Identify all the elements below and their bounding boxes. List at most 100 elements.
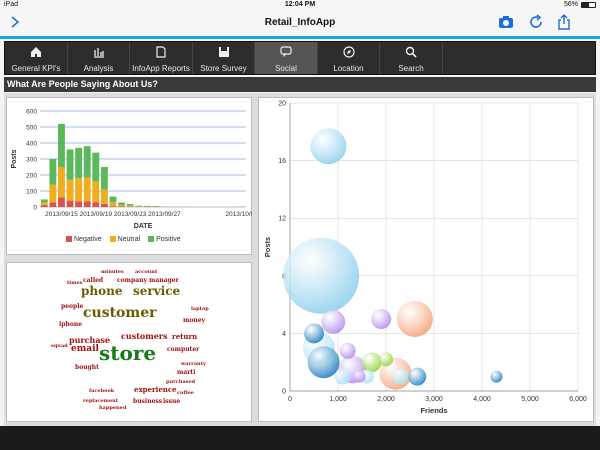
tab-search[interactable]: Search (380, 42, 443, 74)
bar-positive[interactable] (118, 202, 125, 205)
y-tick-label: 0 (33, 205, 37, 212)
word-cloud-term[interactable]: facebook (89, 388, 115, 394)
back-icon[interactable] (10, 16, 20, 28)
tab-store-survey[interactable]: Store Survey (193, 42, 255, 74)
camera-icon[interactable] (498, 14, 514, 30)
word-cloud-term[interactable]: laptop (191, 306, 209, 312)
bubble-point[interactable] (379, 352, 393, 367)
bar-positive[interactable] (92, 152, 100, 182)
word-cloud-term[interactable]: business (133, 398, 163, 405)
bubble-point[interactable] (392, 368, 409, 385)
bubble-point[interactable] (310, 128, 347, 165)
accent-line (0, 36, 600, 39)
word-cloud-term[interactable]: purchase (69, 335, 111, 345)
word-cloud-term[interactable]: iphone (59, 321, 83, 328)
word-cloud-term[interactable]: called (83, 277, 104, 284)
bar-positive[interactable] (83, 146, 91, 178)
bubble-point[interactable] (396, 301, 433, 337)
bar-positive[interactable] (49, 159, 57, 185)
word-cloud-term[interactable]: store (99, 341, 157, 365)
bar-negative[interactable] (49, 202, 57, 207)
word-cloud-term[interactable]: coffee (177, 390, 194, 396)
tab-analysis[interactable]: Analysis (68, 42, 130, 74)
word-cloud-term[interactable]: customers (121, 331, 168, 341)
word-cloud-term[interactable]: email (71, 344, 99, 354)
word-cloud-term[interactable]: times (67, 280, 83, 286)
bubble-point[interactable] (371, 309, 392, 329)
bar-neutral[interactable] (109, 202, 117, 207)
bubble-point[interactable] (307, 346, 340, 379)
word-cloud-term[interactable]: experience (134, 385, 177, 394)
bar-chart-legend: Negative Neutral Positive (60, 236, 181, 243)
bubble-point[interactable] (361, 352, 382, 373)
word-cloud-term[interactable]: happened (99, 405, 127, 411)
word-cloud-term[interactable]: return (172, 332, 198, 341)
bar-positive[interactable] (109, 196, 117, 203)
word-cloud-term[interactable]: people (61, 303, 84, 310)
bar-neutral[interactable] (66, 179, 74, 201)
bar-chart-icon (93, 48, 104, 58)
word-cloud-term[interactable]: company (117, 277, 147, 284)
bubble-point[interactable] (283, 237, 360, 314)
bar-neutral[interactable] (92, 181, 100, 203)
word-cloud-term[interactable]: warranty (181, 361, 206, 367)
word-cloud-term[interactable]: phone (81, 284, 123, 298)
bar-negative[interactable] (40, 205, 48, 207)
word-cloud-term[interactable]: purchased (166, 379, 196, 385)
bar-neutral[interactable] (49, 184, 57, 203)
x-axis-label: DATE (134, 223, 153, 230)
bar-negative[interactable] (92, 202, 100, 207)
x-tick-label: 2013/09/19 (80, 211, 113, 218)
bar-positive[interactable] (40, 199, 48, 203)
word-cloud-term[interactable]: issue (163, 398, 181, 405)
bar-neutral[interactable] (58, 167, 65, 198)
bar-positive[interactable] (126, 204, 134, 206)
bubble-point[interactable] (321, 309, 346, 334)
bar-positive[interactable] (75, 147, 83, 179)
bar-negative[interactable] (58, 197, 65, 207)
share-icon[interactable] (556, 14, 572, 30)
bar-negative[interactable] (83, 201, 91, 207)
bubble-point[interactable] (408, 367, 427, 386)
tab-label: Analysis (83, 64, 114, 73)
word-cloud-term[interactable]: marti (177, 369, 196, 376)
x-tick-label: 1,000 (329, 396, 347, 403)
word-cloud-term[interactable]: customer (83, 305, 157, 321)
bar-positive[interactable] (143, 205, 151, 207)
bar-neutral[interactable] (100, 189, 108, 204)
bar-neutral[interactable] (75, 178, 83, 202)
bar-neutral[interactable] (118, 204, 125, 207)
bar-negative[interactable] (75, 201, 83, 207)
word-cloud-term[interactable]: replacement (83, 398, 119, 404)
tab-infoapp-reports[interactable]: InfoApp Reports (130, 42, 193, 74)
word-cloud-term[interactable]: service (133, 284, 181, 298)
word-cloud-term[interactable]: squad (51, 343, 68, 349)
word-cloud-term[interactable]: bought (75, 364, 99, 371)
tab-social[interactable]: Social (255, 42, 318, 74)
footer-strip (0, 426, 600, 450)
word-cloud-term[interactable]: account (135, 269, 158, 275)
bar-negative[interactable] (100, 203, 108, 207)
bar-positive[interactable] (66, 149, 74, 180)
bubble-point[interactable] (339, 342, 356, 359)
bubble-point[interactable] (304, 323, 324, 344)
bubble-point[interactable] (490, 370, 503, 383)
word-cloud-term[interactable]: minutes (101, 269, 124, 275)
bar-neutral[interactable] (83, 177, 91, 202)
bar-neutral[interactable] (126, 205, 134, 207)
refresh-icon[interactable] (528, 14, 544, 30)
bar-positive[interactable] (100, 167, 108, 190)
word-cloud-term[interactable]: manager (149, 277, 179, 284)
word-cloud-term[interactable]: computer (167, 346, 200, 353)
bar-positive[interactable] (58, 123, 65, 167)
bar-negative[interactable] (66, 200, 74, 207)
bar-negative[interactable] (109, 206, 117, 207)
bubble-point[interactable] (353, 370, 366, 383)
bar-positive[interactable] (135, 205, 143, 207)
bar-neutral[interactable] (40, 202, 48, 206)
tab-location[interactable]: Location (318, 42, 380, 74)
word-cloud-term[interactable]: money (183, 317, 206, 324)
bubble-point[interactable] (334, 368, 351, 385)
tab-general-kpis[interactable]: General KPI's (5, 42, 68, 74)
nav-bar: Retail_InfoApp (0, 10, 600, 36)
